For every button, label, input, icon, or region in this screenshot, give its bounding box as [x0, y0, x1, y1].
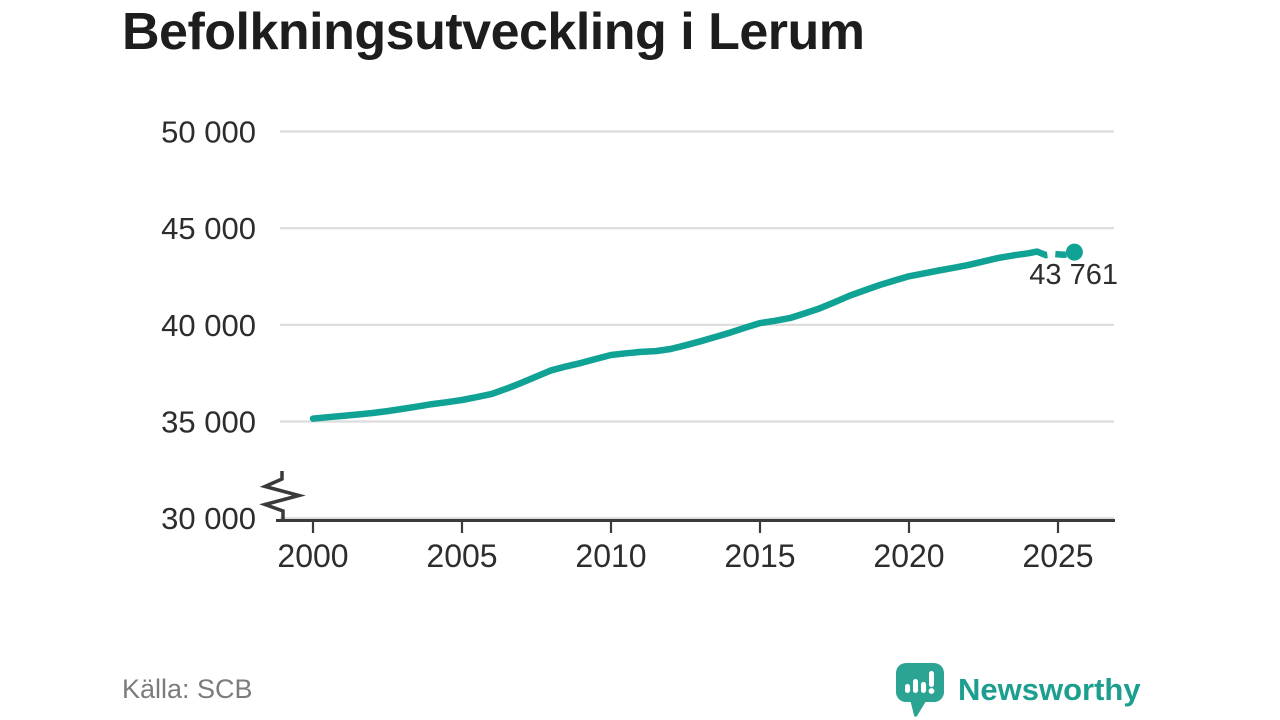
x-tick-label: 2000 — [277, 538, 348, 574]
x-tick-label: 2025 — [1022, 538, 1093, 574]
population-line-solid — [309, 248, 1041, 422]
newsworthy-logo: Newsworthy — [895, 662, 1141, 718]
gridlines — [280, 130, 1114, 520]
axis-break-zigzag-icon — [259, 471, 306, 521]
x-tick-label: 2005 — [426, 538, 497, 574]
speech-bubble-bar-chart-icon — [896, 663, 944, 717]
population-line-projected-dashed — [1035, 248, 1076, 259]
brand-name: Newsworthy — [958, 672, 1141, 707]
latest-value-label: 43 761 — [1029, 259, 1118, 291]
x-axis-labels: 2000 2005 2010 2015 2020 2025 — [277, 538, 1093, 574]
y-tick-label: 45 000 — [161, 211, 256, 246]
y-axis-labels: 50 000 45 000 40 000 35 000 30 000 — [161, 115, 256, 537]
x-tick-label: 2010 — [575, 538, 646, 574]
x-tick-label: 2020 — [873, 538, 944, 574]
x-tick-label: 2015 — [724, 538, 795, 574]
x-axis-ticks — [311, 521, 1060, 533]
y-tick-label: 35 000 — [161, 405, 256, 440]
y-tick-label: 30 000 — [161, 501, 256, 536]
chart-title: Befolkningsutveckling i Lerum — [122, 3, 865, 61]
y-tick-label: 50 000 — [161, 115, 256, 150]
source-note: Källa: SCB — [122, 674, 253, 704]
y-tick-label: 40 000 — [161, 308, 256, 343]
latest-value-dot — [1065, 243, 1083, 261]
